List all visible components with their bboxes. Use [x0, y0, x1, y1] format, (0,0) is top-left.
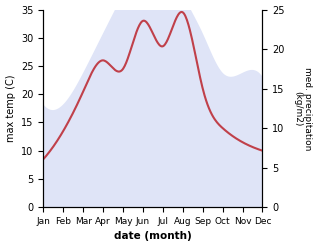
X-axis label: date (month): date (month) [114, 231, 192, 242]
Y-axis label: med. precipitation
(kg/m2): med. precipitation (kg/m2) [293, 67, 313, 150]
Y-axis label: max temp (C): max temp (C) [5, 75, 16, 142]
